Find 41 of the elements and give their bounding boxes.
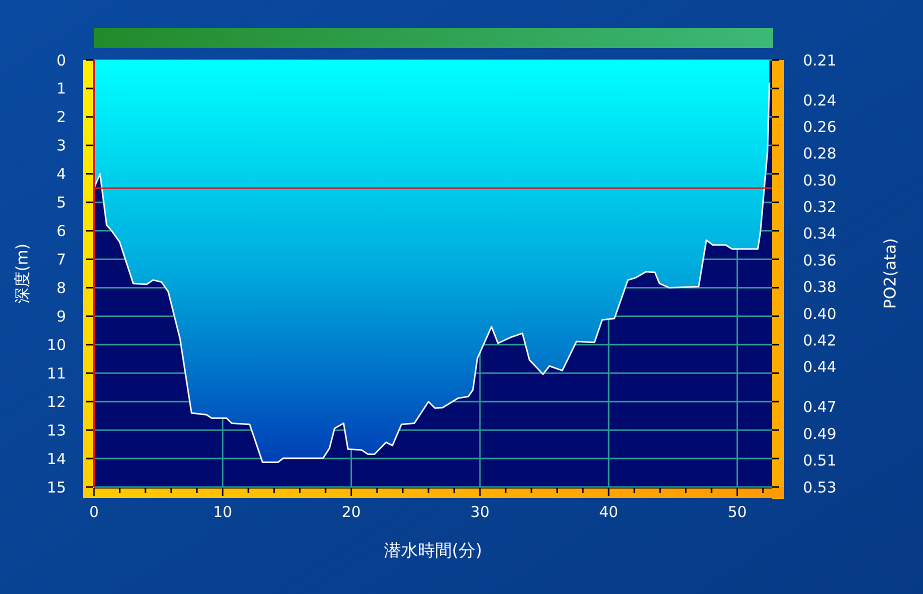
y2-tick-label: 0.38: [803, 278, 836, 296]
x-axis-title: 潜水時間(分): [384, 541, 482, 561]
y2-axis-title: PO2(ata): [880, 238, 900, 309]
y2-tick-label: 0.28: [803, 144, 836, 163]
y2-tick-label: 0.49: [803, 424, 836, 443]
y-tick-label: 11: [46, 364, 66, 382]
y2-tick-label: 0.51: [803, 452, 836, 470]
y2-tick-label: 0.42: [803, 331, 836, 350]
y2-tick-label: 0.53: [803, 478, 836, 496]
y-tick-label: 10: [46, 336, 66, 354]
y2-tick-label: 0.26: [803, 118, 836, 136]
y2-tick-label: 0.24: [803, 91, 836, 110]
y2-tick-label: 0.30: [803, 171, 836, 190]
x-tick-label: 50: [728, 503, 747, 521]
y2-tick-label: 0.32: [803, 198, 836, 216]
y2-tick-label: 0.34: [803, 224, 836, 243]
x-tick-label: 40: [599, 503, 618, 521]
y2-tick-label: 0.40: [803, 304, 836, 323]
y2-tick-label: 0.36: [803, 251, 836, 270]
y-tick-label: 8: [56, 278, 66, 297]
y2-tick-label: 0.47: [803, 398, 836, 416]
y-tick-label: 12: [46, 392, 66, 411]
y-tick-label: 5: [56, 194, 66, 212]
x-tick-label: 0: [89, 503, 99, 521]
y-tick-label: 6: [56, 222, 66, 240]
y-tick-label: 4: [56, 165, 66, 184]
y-tick-label: 0: [56, 51, 66, 70]
y-tick-label: 15: [46, 478, 66, 496]
y-tick-label: 9: [56, 307, 66, 326]
x-tick-label: 30: [470, 503, 490, 521]
y-tick-label: 7: [56, 250, 66, 269]
y-tick-label: 1: [56, 80, 66, 98]
y-tick-label: 13: [46, 421, 66, 440]
y2-tick-label: 0.21: [803, 51, 836, 70]
x-tick-label: 20: [342, 503, 361, 521]
y-axis-title: 深度(m): [12, 243, 32, 304]
y-tick-label: 3: [56, 136, 66, 155]
y-tick-label: 2: [56, 108, 66, 126]
y2-tick-label: 0.44: [803, 358, 836, 376]
x-tick-label: 10: [213, 503, 232, 521]
y-tick-label: 14: [46, 450, 66, 468]
